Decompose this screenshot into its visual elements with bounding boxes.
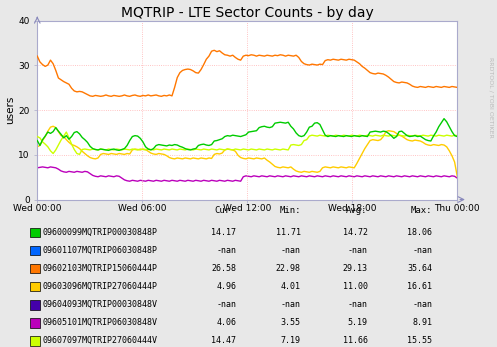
Text: 09604093MQTRIP00030848V: 09604093MQTRIP00030848V [42,300,157,309]
Text: 18.06: 18.06 [408,228,432,237]
Text: 09605101MQTRIP06030848V: 09605101MQTRIP06030848V [42,318,157,327]
Text: 4.06: 4.06 [216,318,236,327]
Text: -nan: -nan [281,246,301,255]
Text: -nan: -nan [348,300,368,309]
Y-axis label: users: users [5,96,15,124]
Text: 22.98: 22.98 [276,264,301,273]
Text: 14.47: 14.47 [211,336,236,345]
Text: 3.55: 3.55 [281,318,301,327]
Text: 29.13: 29.13 [343,264,368,273]
Text: -nan: -nan [413,300,432,309]
Text: 5.19: 5.19 [348,318,368,327]
Text: -nan: -nan [348,246,368,255]
Text: 8.91: 8.91 [413,318,432,327]
Text: -nan: -nan [413,246,432,255]
Text: 16.61: 16.61 [408,282,432,291]
Text: 11.00: 11.00 [343,282,368,291]
Text: 11.71: 11.71 [276,228,301,237]
Text: Min:: Min: [279,206,301,215]
Text: 09601107MQTRIP06030848P: 09601107MQTRIP06030848P [42,246,157,255]
Text: 7.19: 7.19 [281,336,301,345]
Text: 09602103MQTRIP15060444P: 09602103MQTRIP15060444P [42,264,157,273]
Text: -nan: -nan [216,300,236,309]
Text: 15.55: 15.55 [408,336,432,345]
Text: 09600099MQTRIP00030848P: 09600099MQTRIP00030848P [42,228,157,237]
Text: 11.66: 11.66 [343,336,368,345]
Text: Max:: Max: [411,206,432,215]
Text: -nan: -nan [216,246,236,255]
Text: 09603096MQTRIP27060444P: 09603096MQTRIP27060444P [42,282,157,291]
Text: Cur:: Cur: [215,206,236,215]
Text: -nan: -nan [281,300,301,309]
Text: 14.72: 14.72 [343,228,368,237]
Text: 26.58: 26.58 [211,264,236,273]
Title: MQTRIP - LTE Sector Counts - by day: MQTRIP - LTE Sector Counts - by day [121,6,374,20]
Text: RRDTOOL / TOBI OETIKER: RRDTOOL / TOBI OETIKER [489,57,494,137]
Text: 14.17: 14.17 [211,228,236,237]
Text: 35.64: 35.64 [408,264,432,273]
Text: 4.01: 4.01 [281,282,301,291]
Text: 4.96: 4.96 [216,282,236,291]
Text: 09607097MQTRIP27060444V: 09607097MQTRIP27060444V [42,336,157,345]
Text: Avg:: Avg: [346,206,368,215]
